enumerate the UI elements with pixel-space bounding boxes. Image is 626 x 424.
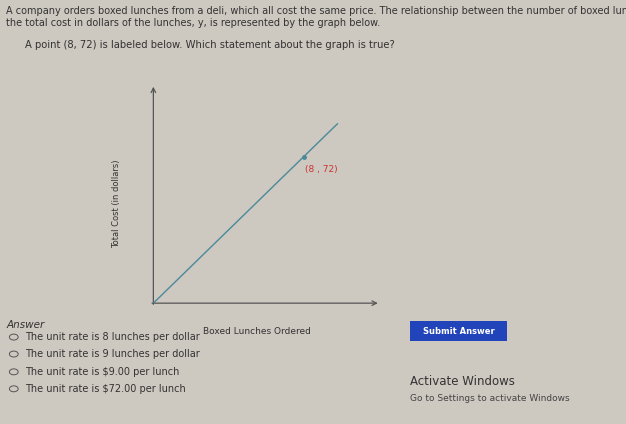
Text: The unit rate is 8 lunches per dollar: The unit rate is 8 lunches per dollar bbox=[25, 332, 200, 342]
Text: Activate Windows: Activate Windows bbox=[410, 375, 515, 388]
Text: The unit rate is $9.00 per lunch: The unit rate is $9.00 per lunch bbox=[25, 367, 180, 377]
Text: Answer: Answer bbox=[6, 320, 44, 330]
Text: Total Cost (in dollars): Total Cost (in dollars) bbox=[111, 159, 121, 248]
Text: the total cost in dollars of the lunches, y, is represented by the graph below.: the total cost in dollars of the lunches… bbox=[6, 18, 381, 28]
Text: The unit rate is $72.00 per lunch: The unit rate is $72.00 per lunch bbox=[25, 384, 186, 394]
Text: The unit rate is 9 lunches per dollar: The unit rate is 9 lunches per dollar bbox=[25, 349, 200, 359]
Text: Go to Settings to activate Windows: Go to Settings to activate Windows bbox=[410, 394, 570, 403]
Text: A company orders boxed lunches from a deli, which all cost the same price. The r: A company orders boxed lunches from a de… bbox=[6, 6, 626, 17]
Text: A point (8, 72) is labeled below. Which statement about the graph is true?: A point (8, 72) is labeled below. Which … bbox=[25, 40, 395, 50]
Text: (8 , 72): (8 , 72) bbox=[305, 165, 338, 174]
Text: Boxed Lunches Ordered: Boxed Lunches Ordered bbox=[203, 327, 310, 336]
Text: Submit Answer: Submit Answer bbox=[423, 326, 495, 336]
